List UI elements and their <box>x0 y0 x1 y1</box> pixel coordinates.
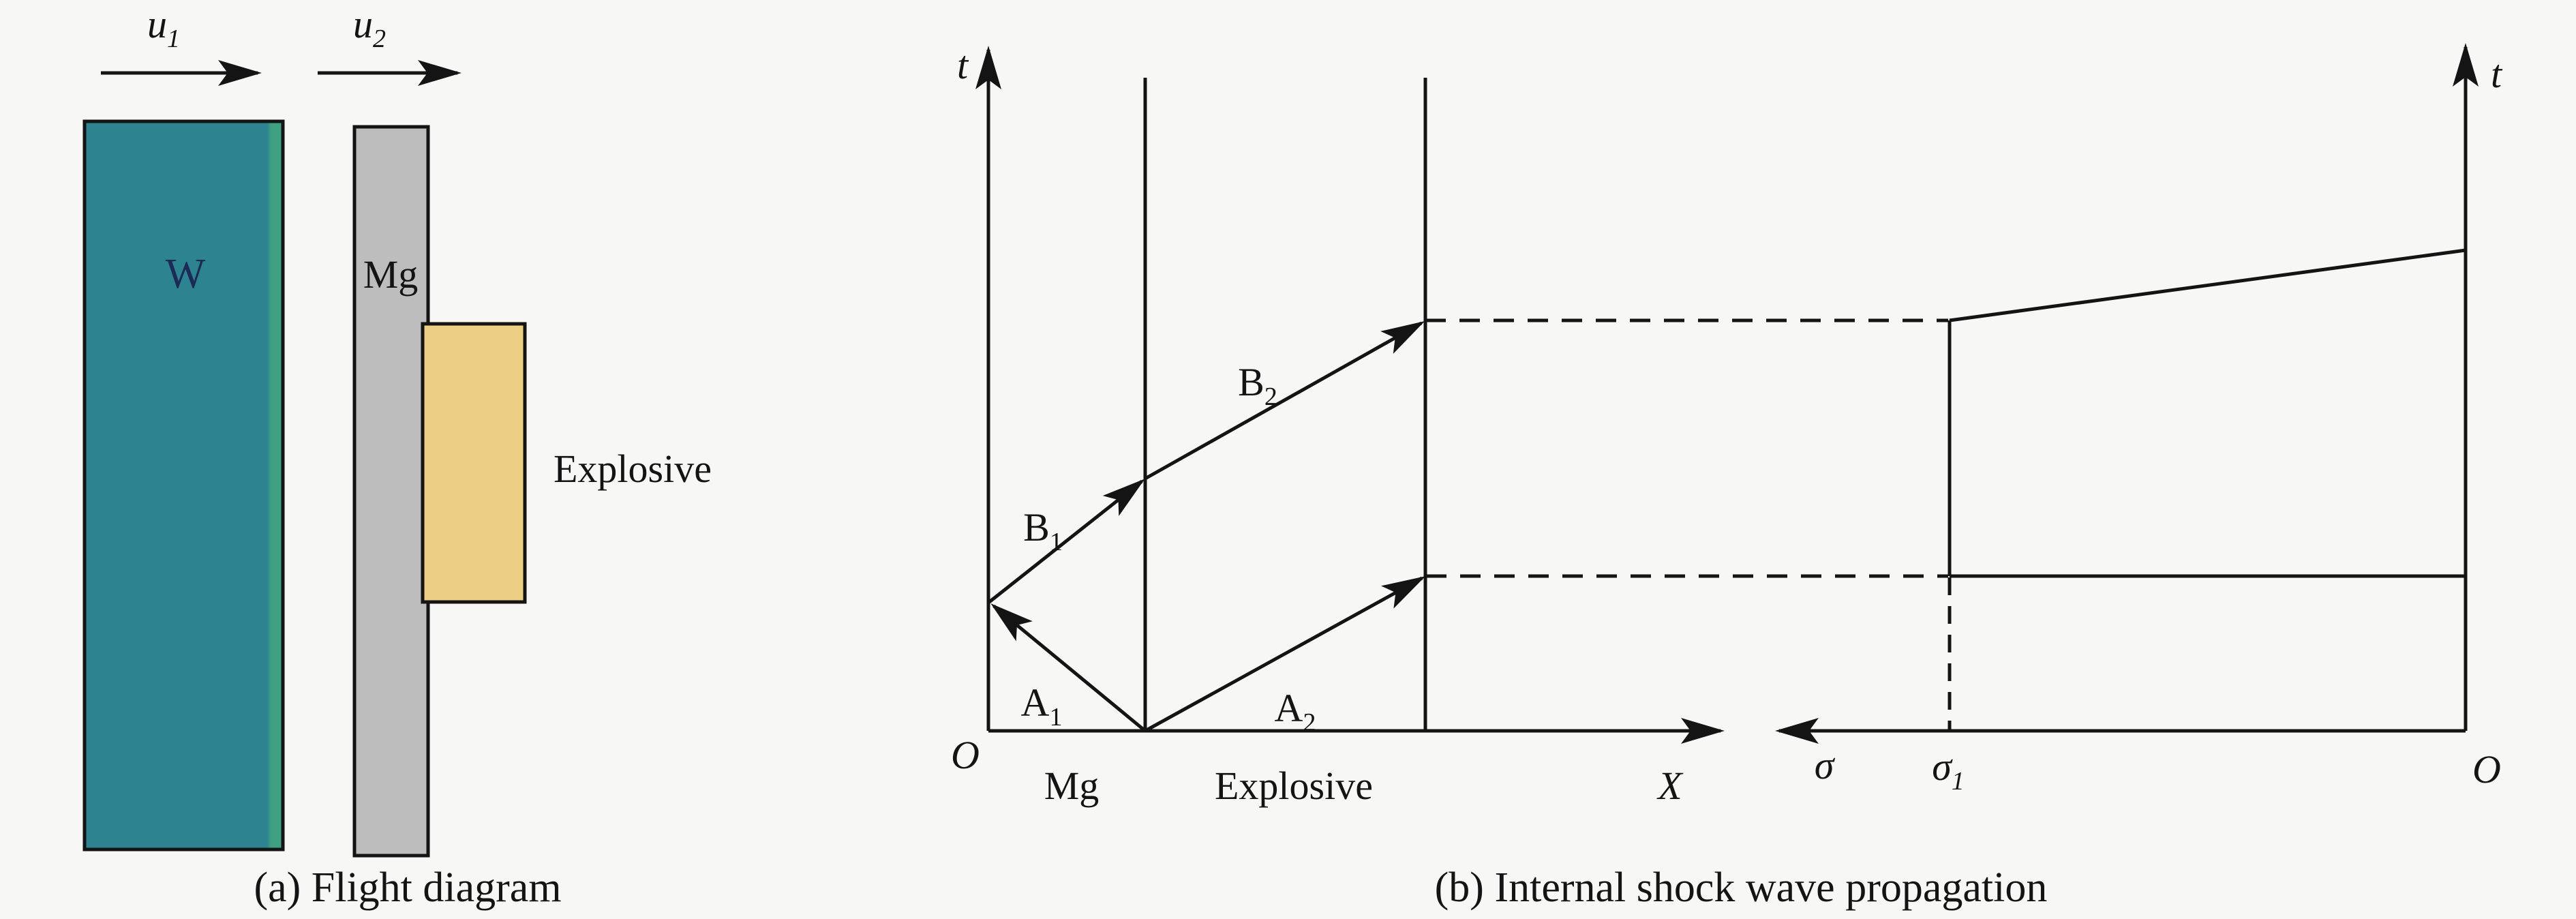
wave-b2-arrow <box>1144 321 1425 481</box>
t-axis-left-label: t <box>957 43 969 87</box>
w-flyer-block <box>82 119 285 852</box>
panel-b-shock-wave-diagram: t X O Mg Explosive A1 A2 B1 B2 <box>951 43 2503 911</box>
sigma-t-plot: t σ O σ1 <box>1775 43 2503 796</box>
wave-a1-arrow <box>990 603 1147 732</box>
sigma1-label: σ1 <box>1932 744 1965 796</box>
wave-a2-label: A2 <box>1275 686 1316 737</box>
t-axis-right-label: t <box>2491 52 2503 96</box>
mg-plate-block <box>352 125 430 858</box>
u1-label: u1 <box>147 2 180 53</box>
mg-block-label: Mg <box>363 252 419 297</box>
u2-label: u2 <box>353 2 386 53</box>
explosive-block <box>421 322 527 604</box>
wave-a1-label: A1 <box>1021 680 1063 732</box>
explosive-block-label: Explosive <box>554 447 712 491</box>
panel-b-caption: (b) Internal shock wave propagation <box>1435 864 2048 911</box>
mg-region-label: Mg <box>1044 764 1100 808</box>
wave-b1-arrow <box>987 479 1145 604</box>
origin-right-label: O <box>2472 747 2501 792</box>
xt-plot: t X O Mg Explosive A1 A2 B1 B2 <box>951 43 1725 808</box>
wave-b2-label: B2 <box>1238 360 1277 411</box>
origin-left-label: O <box>951 733 980 777</box>
stress-profile-sloped-line <box>1949 248 2466 322</box>
x-axis-label: X <box>1656 764 1684 808</box>
wave-a2-arrow <box>1144 576 1426 733</box>
sigma-axis-label: σ <box>1815 743 1836 787</box>
explosive-region-label: Explosive <box>1215 764 1373 808</box>
w-block-label: W <box>166 251 206 297</box>
wave-b1-label: B1 <box>1023 505 1063 556</box>
panel-a-flight-diagram: u1 u2 W Mg Explosive (a) Flight diagram <box>82 2 712 911</box>
panel-a-caption: (a) Flight diagram <box>254 864 561 911</box>
